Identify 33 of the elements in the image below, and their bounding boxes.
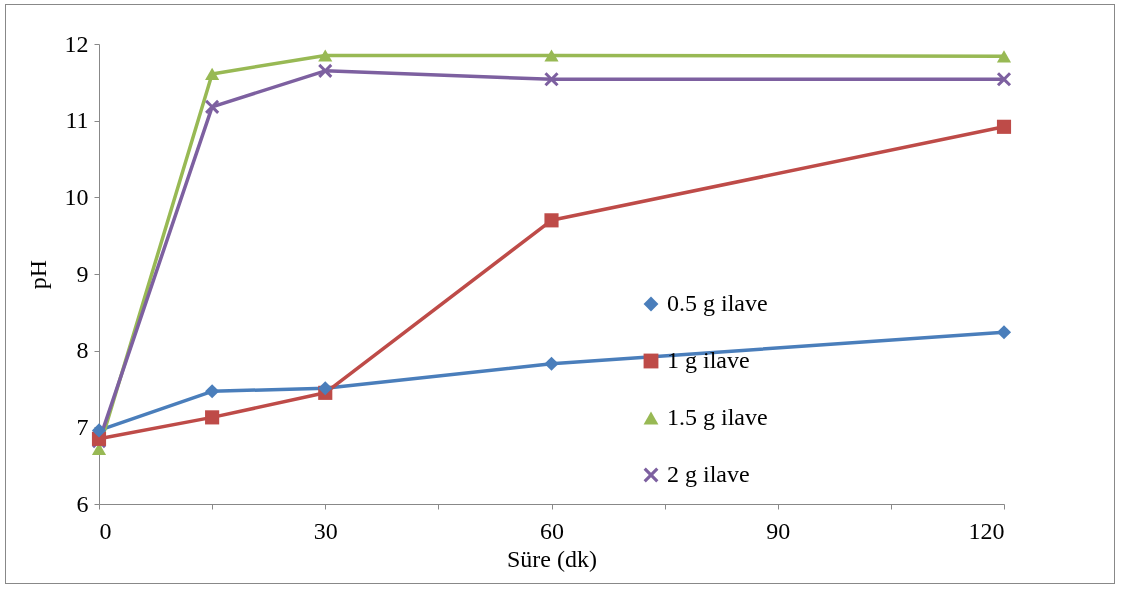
point (544, 49, 559, 62)
legend-label: 2 g ilave (667, 461, 750, 487)
y-axis-title: pH (24, 259, 51, 290)
x-tick-label: 120 (968, 517, 1005, 544)
point (996, 325, 1012, 340)
y-tick-label: 8 (76, 337, 89, 364)
point (544, 213, 559, 228)
y-tick-label: 7 (76, 413, 89, 440)
y-tick-label: 10 (64, 183, 89, 210)
x-tick-label: 0 (99, 517, 112, 544)
point (544, 356, 559, 371)
point (544, 72, 559, 87)
x-tick-label: 60 (540, 517, 564, 544)
point (996, 72, 1012, 87)
point (205, 67, 220, 81)
point (205, 99, 220, 114)
legend-label: 0.5 g ilave (667, 290, 768, 316)
legend-label: 1.5 g ilave (667, 404, 768, 430)
x-tick-label: 90 (766, 517, 791, 544)
point (318, 63, 333, 78)
x-tick-label: 30 (313, 517, 338, 544)
point (996, 119, 1012, 134)
point (318, 49, 333, 62)
y-tick-label: 12 (64, 30, 89, 57)
y-tick-label: 9 (76, 260, 89, 287)
x-axis-title: Süre (dk) (507, 545, 597, 572)
point (996, 50, 1012, 63)
point (318, 381, 333, 396)
point (205, 384, 220, 399)
y-tick-label: 6 (76, 490, 89, 517)
y-tick-label: 11 (65, 107, 89, 134)
point (205, 410, 220, 425)
point (91, 423, 107, 438)
